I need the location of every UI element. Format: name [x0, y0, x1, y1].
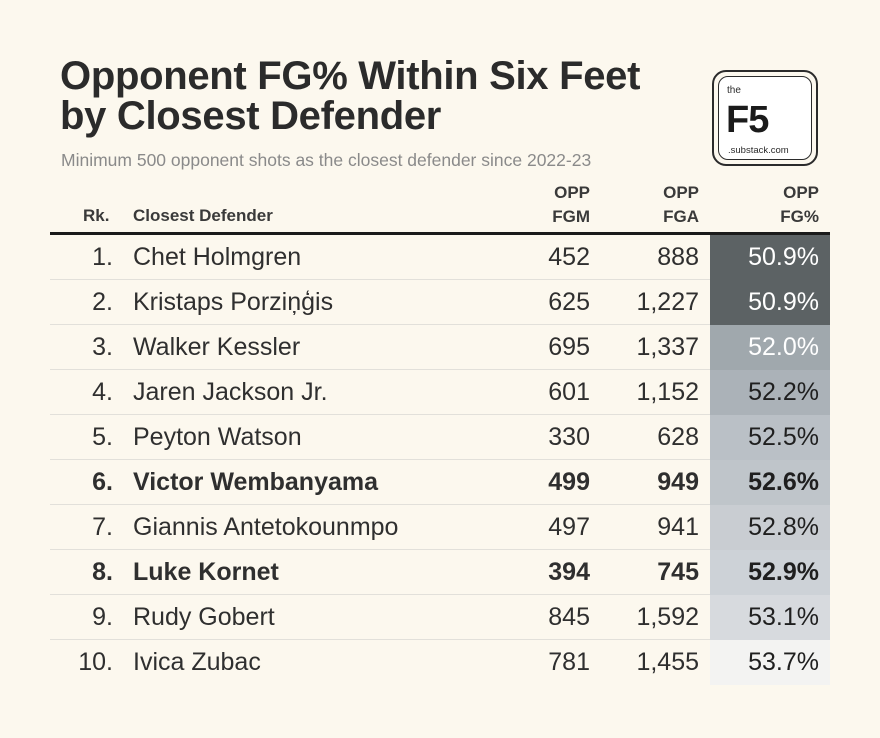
- opp-fg-pct-cell: 52.8%: [710, 505, 830, 550]
- opp-fg-pct-cell: 52.6%: [710, 460, 830, 505]
- header-closest-defender: Closest Defender: [133, 206, 273, 225]
- logo-f5-mark: F5: [726, 99, 769, 141]
- defender-name-cell: Victor Wembanyama: [133, 468, 379, 496]
- rank-cell: 6.: [92, 468, 113, 496]
- defender-name-cell: Giannis Antetokounmpo: [133, 513, 399, 541]
- opp-fga-cell: 745: [657, 558, 699, 586]
- table-row: 3. Walker Kessler 695 1,337 52.0%: [50, 325, 830, 370]
- table-row: 2. Kristaps Porziņģis 625 1,227 50.9%: [50, 280, 830, 325]
- rank-cell: 5.: [92, 423, 113, 451]
- table-row: 1. Chet Holmgren 452 888 50.9%: [50, 235, 830, 280]
- header-opp-fgm-line-1: OPP: [554, 183, 590, 202]
- defender-table: 1. Chet Holmgren 452 888 50.9% 2. Kristaps Por…: [50, 235, 830, 685]
- header-divider: [50, 232, 830, 235]
- rank-cell: 10.: [78, 648, 113, 676]
- table-row: 4. Jaren Jackson Jr. 601 1,152 52.2%: [50, 370, 830, 415]
- header-opp-fg-pct: OPP FG%: [780, 181, 819, 229]
- opp-fg-pct-cell: 52.0%: [710, 325, 830, 370]
- opp-fgm-cell: 781: [548, 648, 590, 676]
- opp-fgm-cell: 330: [548, 423, 590, 451]
- rank-cell: 1.: [92, 243, 113, 271]
- logo-the-text: the: [727, 85, 741, 96]
- header-opp-fga-line-1: OPP: [663, 183, 699, 202]
- defender-name-cell: Luke Kornet: [133, 558, 279, 586]
- header-opp-fg-pct-line-2: FG%: [780, 207, 819, 226]
- opp-fgm-cell: 845: [548, 603, 590, 631]
- table-row: 6. Victor Wembanyama 499 949 52.6%: [50, 460, 830, 505]
- table-row: 9. Rudy Gobert 845 1,592 53.1%: [50, 595, 830, 640]
- defender-name-cell: Rudy Gobert: [133, 603, 275, 631]
- chart-title: Opponent FG% Within Six Feet by Closest …: [60, 56, 700, 136]
- opp-fga-cell: 888: [657, 243, 699, 271]
- defender-name-cell: Jaren Jackson Jr.: [133, 378, 328, 406]
- opp-fga-cell: 1,592: [636, 603, 699, 631]
- opp-fga-cell: 1,337: [636, 333, 699, 361]
- opp-fgm-cell: 695: [548, 333, 590, 361]
- opp-fg-pct-cell: 53.1%: [710, 595, 830, 640]
- chart-subtitle: Minimum 500 opponent shots as the closes…: [61, 150, 592, 170]
- opp-fg-pct-cell: 50.9%: [710, 280, 830, 325]
- table-row: 5. Peyton Watson 330 628 52.5%: [50, 415, 830, 460]
- chart-title-line-1: Opponent FG% Within Six Feet: [60, 54, 641, 98]
- logo-inner-frame: the F5 .substack.com: [718, 76, 812, 160]
- opp-fga-cell: 1,227: [636, 288, 699, 316]
- opp-fg-pct-cell: 52.2%: [710, 370, 830, 415]
- rank-cell: 7.: [92, 513, 113, 541]
- opp-fga-cell: 949: [657, 468, 699, 496]
- rank-cell: 2.: [92, 288, 113, 316]
- opp-fga-cell: 941: [657, 513, 699, 541]
- defender-name-cell: Ivica Zubac: [133, 648, 261, 676]
- opp-fgm-cell: 499: [548, 468, 590, 496]
- opp-fga-cell: 628: [657, 423, 699, 451]
- opp-fg-pct-cell: 53.7%: [710, 640, 830, 685]
- opp-fga-cell: 1,152: [636, 378, 699, 406]
- header-rank: Rk.: [83, 206, 110, 225]
- rank-cell: 8.: [92, 558, 113, 586]
- table-row: 8. Luke Kornet 394 745 52.9%: [50, 550, 830, 595]
- defender-name-cell: Chet Holmgren: [133, 243, 302, 271]
- header-opp-fga-line-2: FGA: [663, 207, 699, 226]
- header-opp-fgm-line-2: FGM: [552, 207, 590, 226]
- chart-title-line-2: by Closest Defender: [60, 94, 442, 138]
- defender-name-cell: Walker Kessler: [133, 333, 301, 361]
- f5-substack-logo: the F5 .substack.com: [712, 70, 818, 166]
- table-row: 10. Ivica Zubac 781 1,455 53.7%: [50, 640, 830, 685]
- opp-fga-cell: 1,455: [636, 648, 699, 676]
- opp-fg-pct-cell: 50.9%: [710, 235, 830, 280]
- logo-substack-text: .substack.com: [728, 145, 789, 156]
- rank-cell: 4.: [92, 378, 113, 406]
- opp-fgm-cell: 497: [548, 513, 590, 541]
- opp-fgm-cell: 625: [548, 288, 590, 316]
- opp-fgm-cell: 394: [548, 558, 590, 586]
- table-row: 7. Giannis Antetokounmpo 497 941 52.8%: [50, 505, 830, 550]
- opp-fg-pct-cell: 52.9%: [710, 550, 830, 595]
- defender-name-cell: Peyton Watson: [133, 423, 302, 451]
- rank-cell: 9.: [92, 603, 113, 631]
- opp-fgm-cell: 601: [548, 378, 590, 406]
- header-opp-fga: OPP FGA: [663, 181, 699, 229]
- header-opp-fg-pct-line-1: OPP: [783, 183, 819, 202]
- opp-fgm-cell: 452: [548, 243, 590, 271]
- opp-fg-pct-cell: 52.5%: [710, 415, 830, 460]
- defender-name-cell: Kristaps Porziņģis: [133, 288, 334, 316]
- rank-cell: 3.: [92, 333, 113, 361]
- header-opp-fgm: OPP FGM: [552, 181, 590, 229]
